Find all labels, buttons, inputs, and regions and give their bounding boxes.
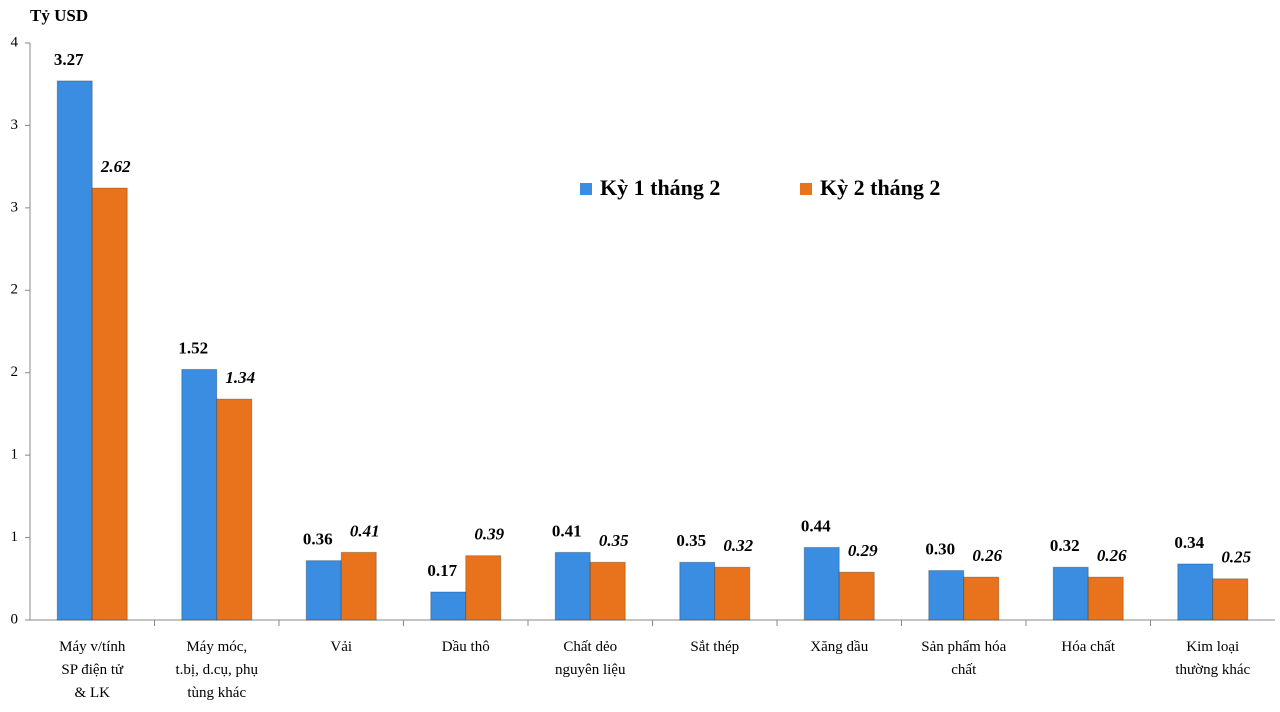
y-tick-label: 1: [11, 529, 19, 545]
value-label: 0.32: [1050, 536, 1080, 555]
x-tick-label: Sản phẩm hóa chất: [921, 639, 1007, 678]
value-label: 0.17: [427, 561, 457, 580]
y-axis-label: Tỷ USD: [30, 6, 88, 25]
bar: [216, 398, 253, 621]
bar: [1052, 566, 1089, 621]
y-tick-label: 0: [11, 611, 19, 627]
bar: [1212, 578, 1249, 621]
y-tick-label: 4: [11, 34, 19, 50]
x-tick-label: Vải: [330, 639, 353, 655]
value-label: 0.41: [552, 521, 582, 540]
bar: [91, 187, 128, 621]
x-tick-label: Sắt thép: [690, 639, 740, 655]
legend-label: Kỳ 1 tháng 2: [600, 175, 720, 200]
value-label: 0.32: [723, 536, 753, 555]
value-label: 0.25: [1221, 548, 1251, 567]
value-label: 0.26: [1097, 546, 1127, 565]
bar: [340, 551, 377, 621]
bar: [928, 570, 965, 621]
y-tick-label: 3: [11, 199, 19, 215]
value-label: 0.34: [1174, 533, 1204, 552]
value-label: 1.52: [178, 338, 208, 357]
value-label: 3.27: [54, 50, 84, 69]
legend-swatch: [580, 183, 592, 195]
legend-swatch: [800, 183, 812, 195]
x-tick-label: Máy v/tính SP điện tử & LK: [59, 639, 126, 701]
x-tick-label: Hóa chất: [1061, 639, 1116, 655]
x-tick-label: Dầu thô: [441, 639, 490, 655]
bar: [1087, 576, 1124, 621]
value-label: 0.36: [303, 530, 333, 549]
bar: [679, 561, 716, 621]
x-tick-label: Xăng dầu: [810, 639, 869, 655]
bar: [554, 551, 591, 621]
x-tick-label: Máy móc, t.bị, d.cụ, phụ tùng khác: [175, 639, 259, 701]
bar: [963, 576, 1000, 621]
value-label: 0.39: [474, 525, 504, 544]
y-tick-label: 2: [11, 364, 19, 380]
x-tick-label: Kim loại thường khác: [1175, 639, 1251, 678]
value-label: 0.35: [599, 531, 629, 550]
bar: [714, 566, 751, 621]
value-label: 0.35: [676, 531, 706, 550]
y-tick-label: 2: [11, 282, 19, 298]
bar: [803, 546, 840, 621]
value-label: 2.62: [100, 157, 131, 176]
y-tick-label: 3: [11, 117, 19, 133]
bar: [181, 368, 218, 621]
value-label: 0.44: [801, 516, 831, 535]
bar: [1177, 563, 1214, 621]
y-tick-label: 1: [11, 447, 19, 463]
value-label: 0.26: [972, 546, 1002, 565]
bar: [56, 80, 93, 621]
value-label: 0.29: [848, 541, 878, 560]
bar: [465, 555, 502, 621]
value-label: 1.34: [225, 368, 255, 387]
value-label: 0.41: [350, 521, 380, 540]
legend-label: Kỳ 2 tháng 2: [820, 175, 940, 200]
x-tick-label: Chất dẻo nguyên liệu: [555, 639, 626, 678]
bar: [838, 571, 875, 621]
bar: [430, 591, 467, 621]
bar: [589, 561, 626, 621]
bar: [305, 560, 342, 621]
value-label: 0.30: [925, 539, 955, 558]
